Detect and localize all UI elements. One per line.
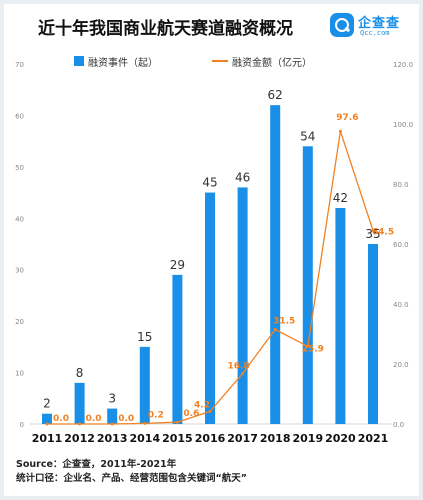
x-axis-tick-label: 2017 <box>227 432 258 445</box>
bar-value-label: 8 <box>76 366 84 380</box>
legend-swatch-bars <box>74 56 84 66</box>
legend-label-line: 融资金额（亿元） <box>232 58 312 69</box>
bar-value-label: 54 <box>300 129 315 143</box>
bar-value-label: 3 <box>108 392 116 406</box>
line-value-label: 0.6 <box>183 409 199 419</box>
bar-value-label: 29 <box>170 258 185 272</box>
chart-footer: Source：企查查，2011年-2021年 统计口径：企业名、产品、经营范围包… <box>16 458 247 486</box>
line-point <box>273 328 277 331</box>
bar-value-label: 15 <box>137 330 152 344</box>
x-axis-tick-label: 2014 <box>129 432 160 445</box>
line-value-label: 31.5 <box>273 317 295 327</box>
line-point <box>241 372 245 376</box>
x-axis-tick-label: 2020 <box>325 432 356 445</box>
footer-scope: 统计口径：企业名、产品、经营范围包含关键词“航天” <box>16 473 247 484</box>
bar-value-label: 42 <box>333 191 348 205</box>
bar-value-label: 35 <box>365 227 380 241</box>
chart-legend: 融资事件（起） 融资金额（亿元） <box>74 54 374 69</box>
x-axis-tick-label: 2021 <box>358 432 389 445</box>
left-axis-tick-label: 30 <box>15 267 24 275</box>
line-value-label: 97.6 <box>336 113 358 123</box>
line-point <box>78 422 82 426</box>
left-axis-tick-label: 40 <box>15 215 24 223</box>
search-icon <box>330 13 354 37</box>
left-axis-tick-label: 60 <box>15 112 24 120</box>
line-point <box>143 421 147 425</box>
line-value-label: 64.5 <box>372 228 394 238</box>
left-axis-tick-label: 0 <box>20 421 24 429</box>
bar <box>139 346 150 424</box>
x-axis-tick-label: 2016 <box>195 432 226 445</box>
line-value-label: 0.0 <box>118 414 134 424</box>
line-value-label: 0.0 <box>53 414 69 424</box>
line-value-label: 4.2 <box>194 400 210 410</box>
x-axis-tick-label: 2012 <box>64 432 95 445</box>
bar <box>302 146 313 425</box>
x-axis-tick-label: 2013 <box>97 432 128 445</box>
line-point <box>208 409 212 413</box>
bar-value-label: 62 <box>268 88 283 102</box>
bar <box>172 274 183 424</box>
bar <box>205 192 215 424</box>
bar <box>74 382 85 424</box>
line-point <box>338 129 342 133</box>
legend-label-bars: 融资事件（起） <box>88 58 158 69</box>
qcc-logo: 企查查 Qcc.com <box>330 11 420 41</box>
chart-title: 近十年我国商业航天赛道融资概况 <box>38 19 293 39</box>
bar <box>368 244 378 424</box>
right-axis-tick-label: 100.0 <box>393 121 413 129</box>
right-axis-tick-label: 60.0 <box>393 241 409 249</box>
right-axis-tick-label: 40.0 <box>393 301 409 309</box>
bar-value-label: 2 <box>43 397 51 411</box>
line-value-label: 0.0 <box>86 414 102 424</box>
line-value-label: 0.2 <box>148 410 164 420</box>
line-point <box>110 422 114 426</box>
left-axis-tick-label: 70 <box>15 61 24 69</box>
line-point <box>306 344 310 348</box>
bar <box>335 208 346 424</box>
bar <box>270 105 281 425</box>
x-axis-tick-label: 2015 <box>162 432 193 445</box>
footer-source: Source：企查查，2011年-2021年 <box>16 459 177 470</box>
x-axis-tick-label: 2019 <box>292 432 323 445</box>
line-value-label: 25.9 <box>302 344 324 354</box>
bar <box>42 413 52 424</box>
logo-name: 企查查 <box>358 16 401 31</box>
line-value-label: 16.8 <box>227 362 249 372</box>
right-axis-tick-label: 0.0 <box>393 421 404 429</box>
left-axis-tick-label: 20 <box>15 318 24 326</box>
bar <box>107 408 118 424</box>
left-axis-tick-label: 50 <box>15 164 24 172</box>
right-axis-tick-label: 80.0 <box>393 181 409 189</box>
legend-swatch-line <box>212 60 228 62</box>
logo-domain: Qcc.com <box>360 29 390 37</box>
x-axis-tick-label: 2011 <box>32 432 63 445</box>
bar <box>237 187 248 424</box>
x-axis-tick-label: 2018 <box>260 432 291 445</box>
line-point <box>371 229 375 232</box>
left-axis-tick-label: 10 <box>15 370 24 378</box>
line-point <box>45 422 49 426</box>
bar-value-label: 46 <box>235 170 250 184</box>
line-point <box>175 420 179 424</box>
right-axis-tick-label: 20.0 <box>393 361 409 369</box>
bar-value-label: 45 <box>202 176 217 190</box>
right-axis-tick-label: 120.0 <box>393 61 413 69</box>
